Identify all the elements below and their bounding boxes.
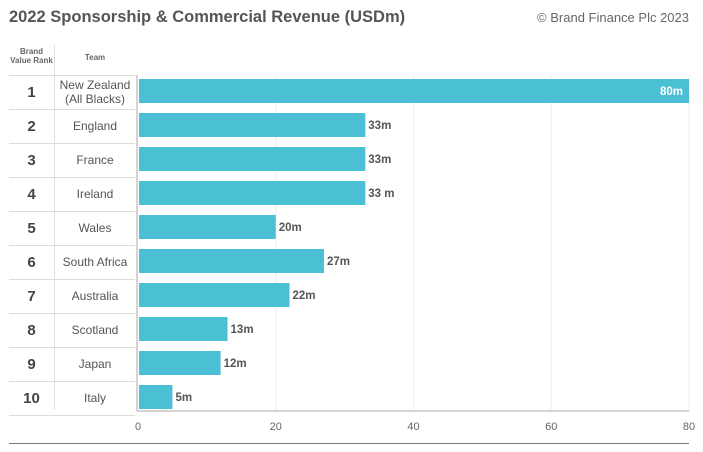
data-label: 12m: [224, 358, 247, 370]
data-label: 22m: [293, 290, 316, 302]
rank-cell: 10: [23, 389, 40, 407]
table-rule: [9, 143, 135, 144]
bar: [139, 215, 276, 239]
rank-cell: 6: [27, 253, 36, 271]
rank-cell: 5: [27, 219, 36, 237]
data-label: 80m: [660, 86, 683, 98]
x-tick-label: 60: [545, 421, 557, 433]
table-rule: [9, 75, 135, 76]
team-cell: England: [72, 119, 118, 133]
x-tick-label: 20: [270, 421, 282, 433]
team-header: Team: [84, 53, 106, 62]
team-cell: Ireland: [76, 187, 114, 201]
team-cell: France: [76, 153, 114, 167]
table-rule: [9, 177, 135, 178]
data-label: 5m: [175, 392, 192, 404]
bar: [139, 249, 324, 273]
data-label: 33m: [368, 120, 391, 132]
team-cell: South Africa: [62, 255, 128, 269]
team-cell: Wales: [78, 221, 112, 235]
table-rule: [9, 313, 135, 314]
data-label: 27m: [327, 256, 350, 268]
bar: [139, 79, 689, 103]
team-cell: Japan: [78, 357, 112, 371]
bar: [139, 147, 366, 171]
chart-title: 2022 Sponsorship & Commercial Revenue (U…: [9, 8, 406, 26]
team-cell: Scotland: [71, 323, 119, 337]
x-tick-label: 40: [407, 421, 419, 433]
rank-cell: 7: [27, 287, 36, 305]
table-rule: [9, 347, 135, 348]
rank-cell: 3: [27, 151, 36, 169]
x-tick-label: 0: [135, 421, 141, 433]
data-label: 33m: [368, 154, 391, 166]
table-rule: [9, 279, 135, 280]
data-label: 20m: [279, 222, 302, 234]
table-rule: [9, 109, 135, 110]
table-rule: [9, 245, 135, 246]
bar: [139, 113, 366, 137]
x-tick-label: 80: [683, 421, 695, 433]
rank-cell: 2: [27, 117, 36, 135]
team-cell: Italy: [83, 391, 106, 405]
rank-header: Brand Value Rank: [10, 47, 53, 65]
bar: [139, 317, 228, 341]
bar: [139, 385, 173, 409]
copyright: © Brand Finance Plc 2023: [537, 10, 689, 25]
table-rule: [9, 381, 135, 382]
bar: [139, 351, 221, 375]
bar: [139, 181, 366, 205]
rank-cell: 1: [27, 83, 36, 101]
table-rule: [9, 211, 135, 212]
rank-cell: 9: [27, 355, 36, 373]
rank-cell: 4: [27, 185, 36, 203]
table-rule: [9, 415, 135, 416]
team-cell: Australia: [71, 289, 119, 303]
team-cell: New Zealand (All Blacks): [59, 78, 131, 106]
rank-cell: 8: [27, 321, 36, 339]
bottom-rule: [9, 443, 689, 444]
bar: [139, 283, 290, 307]
data-label: 33 m: [368, 188, 394, 200]
data-label: 13m: [231, 324, 254, 336]
table-divider: [54, 45, 55, 410]
